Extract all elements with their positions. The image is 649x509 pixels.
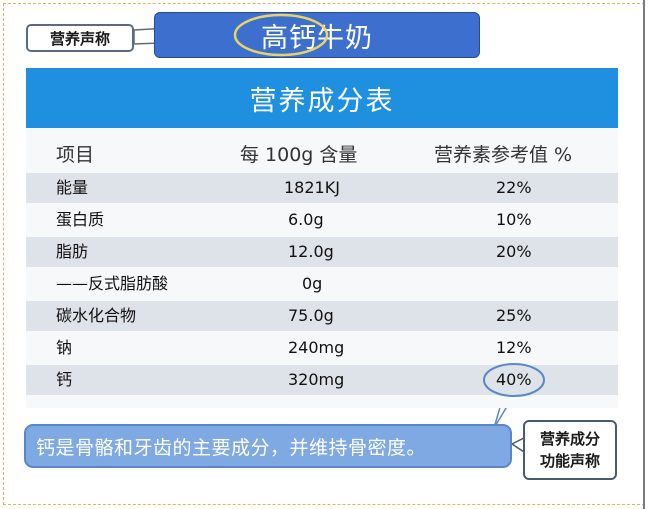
row-item: ——反式脂肪酸 (56, 274, 169, 293)
row-amount: 12.0g (288, 242, 334, 261)
row-item: 钠 (56, 338, 73, 357)
table-row: 钙 320mg 40% (26, 365, 618, 395)
table-row: 钠 240mg 12% (26, 333, 618, 363)
table-row: 碳水化合物 75.0g 25% (26, 301, 618, 331)
row-nrv: 22% (496, 178, 532, 197)
function-claim-box: 钙是骨骼和牙齿的主要成分，并维持骨密度。 (24, 424, 512, 468)
product-highlight-ellipse (233, 13, 329, 57)
row-item: 能量 (56, 178, 89, 197)
row-item: 蛋白质 (56, 210, 105, 229)
column-header-amount: 每 100g 含量 (240, 144, 358, 166)
row-nrv: 40% (496, 370, 532, 389)
row-amount: 6.0g (288, 210, 324, 229)
table-row: 蛋白质 6.0g 10% (26, 205, 618, 235)
table-title: 营养成分表 (26, 68, 618, 128)
table-row: 能量 1821KJ 22% (26, 173, 618, 203)
row-item: 碳水化合物 (56, 306, 137, 325)
row-amount: 0g (302, 274, 323, 293)
row-amount: 75.0g (288, 306, 334, 325)
row-nrv: 25% (496, 306, 532, 325)
right-border-line (643, 0, 645, 509)
row-item: 钙 (56, 370, 73, 389)
nutrition-facts-table: 营养成分表 项目 每 100g 含量 营养素参考值 % 能量 1821KJ 22… (26, 68, 618, 408)
product-name-banner: 高钙牛奶 (154, 12, 480, 58)
column-header-item: 项目 (56, 144, 95, 166)
function-claim-label: 营养成分 功能声称 (523, 420, 617, 480)
row-item: 脂肪 (56, 242, 89, 261)
column-header-nrv: 营养素参考值 % (434, 144, 573, 166)
row-amount: 1821KJ (284, 178, 340, 197)
row-amount: 320mg (288, 370, 345, 389)
table-row: 脂肪 12.0g 20% (26, 237, 618, 267)
function-label-line2: 功能声称 (539, 452, 600, 470)
row-nrv: 10% (496, 210, 532, 229)
function-label-line1: 营养成分 (539, 430, 600, 448)
calcium-nrv-highlight-ellipse (483, 363, 545, 397)
nutrition-claim-label: 营养声称 (26, 24, 134, 52)
row-amount: 240mg (288, 338, 345, 357)
table-row: ——反式脂肪酸 0g (26, 269, 618, 299)
row-nrv: 20% (496, 242, 532, 261)
row-nrv: 12% (496, 338, 532, 357)
